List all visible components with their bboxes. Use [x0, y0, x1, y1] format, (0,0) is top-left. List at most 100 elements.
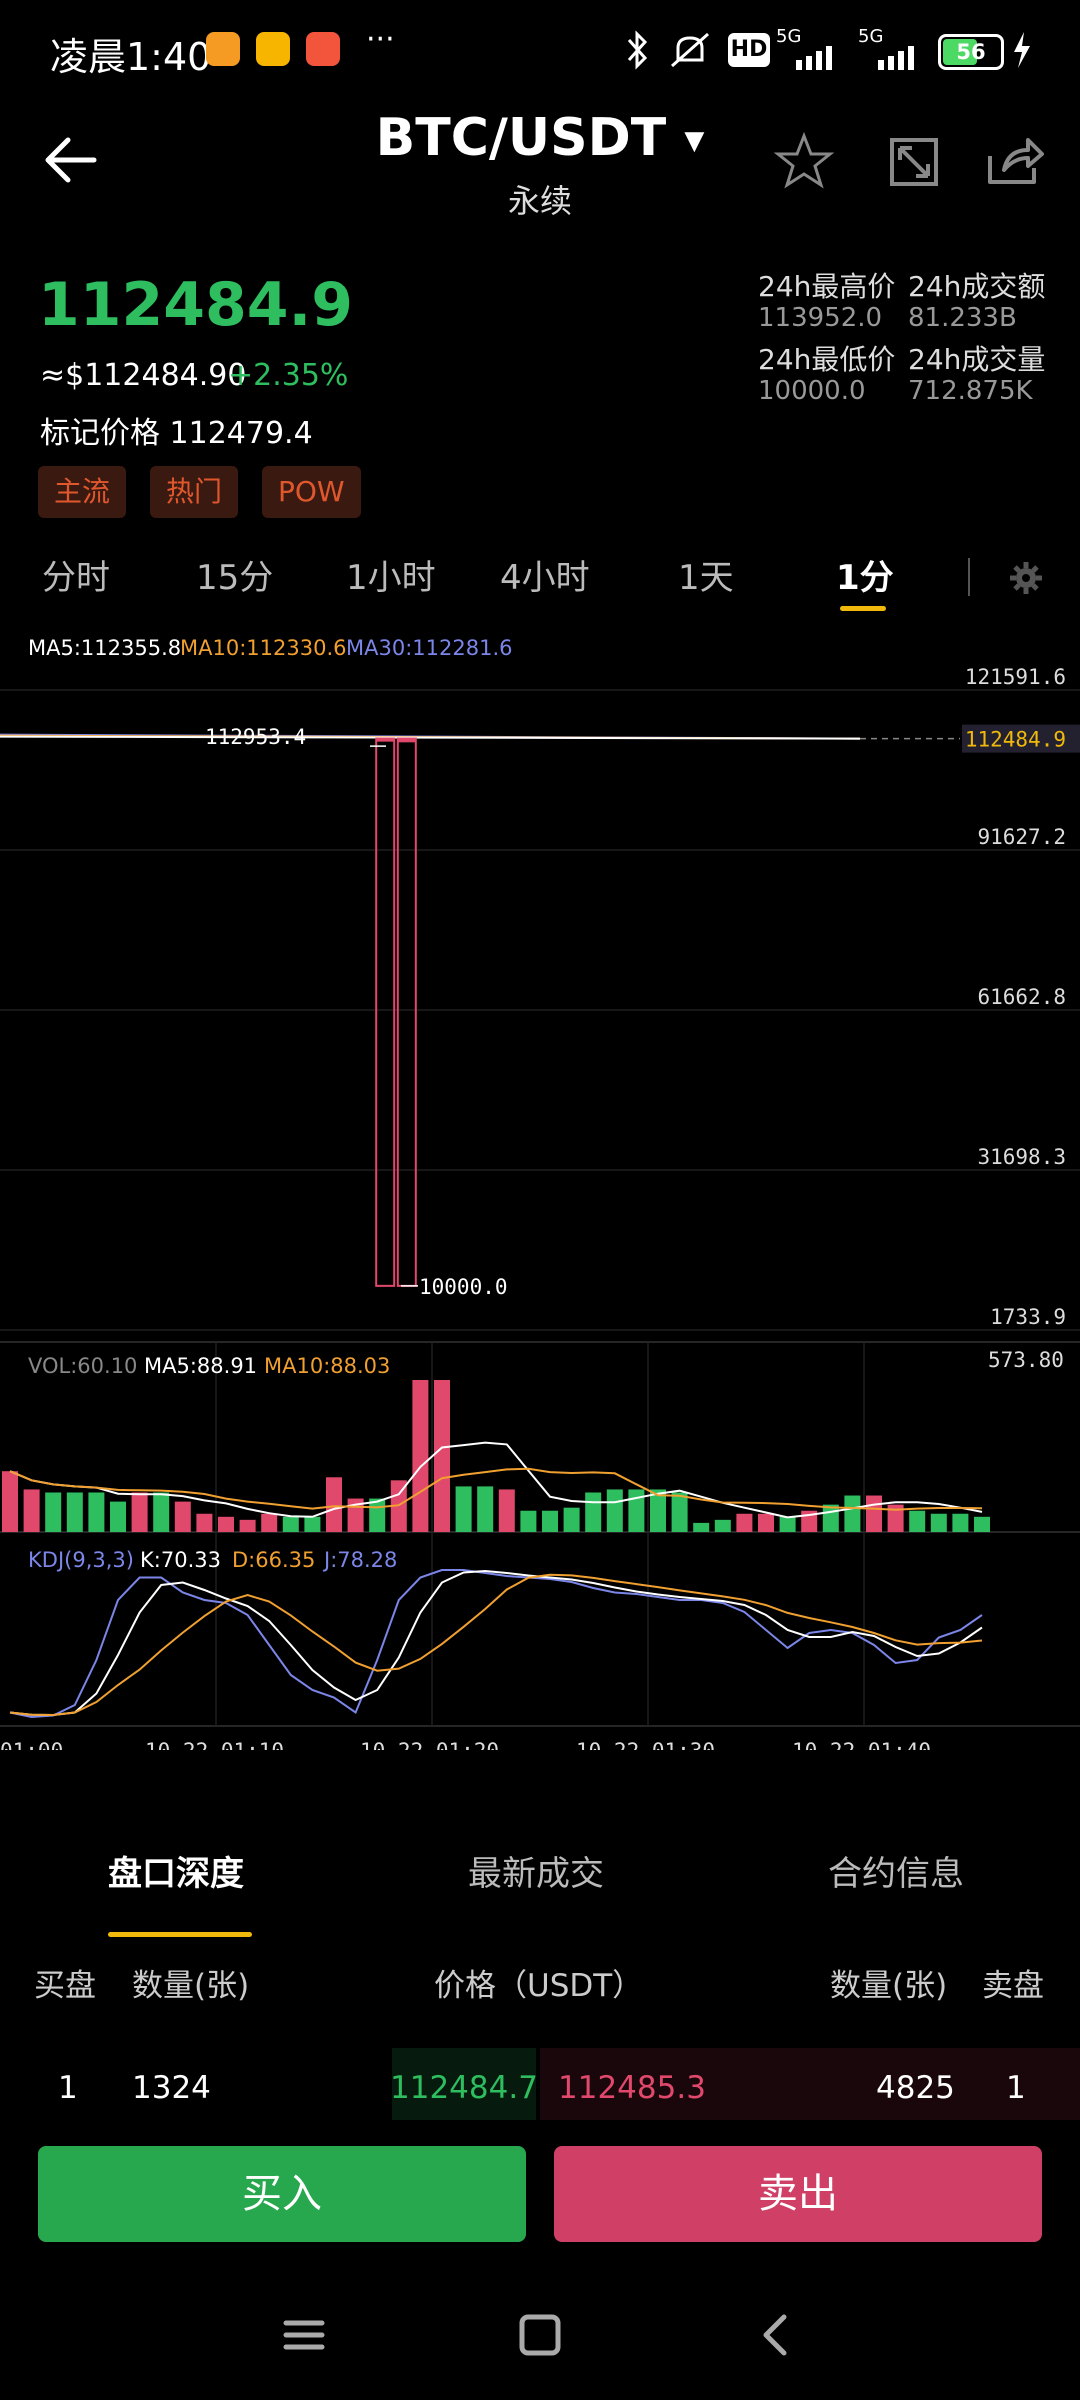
status-time: 凌晨1:40 [50, 35, 212, 79]
pair-selector[interactable]: BTC/USDT ▼ [0, 108, 1080, 168]
tag-mainstream[interactable]: 主流 [38, 466, 127, 518]
volume-bar-15 [326, 1477, 342, 1532]
tab-1d[interactable]: 1天 [678, 558, 734, 598]
tab-1m[interactable]: 1分 [836, 558, 894, 598]
y-tick-label: 91627.2 [977, 825, 1066, 849]
back-nav-icon[interactable] [746, 2305, 806, 2365]
back-arrow-icon[interactable] [44, 132, 100, 188]
tab-divider [968, 558, 970, 596]
buy-button[interactable]: 买入 [38, 2146, 526, 2242]
contract-type: 永续 [507, 182, 572, 220]
current-price-tag [962, 724, 1080, 753]
ma5-line [0, 735, 861, 740]
tab-order-book[interactable]: 盘口深度 [108, 1854, 244, 1894]
ask-price[interactable]: 112485.3 [558, 2070, 706, 2106]
favorite-star-icon[interactable] [774, 132, 834, 192]
x-tick-label: 10-22 01:10 [145, 1739, 284, 1750]
volume-bar-5 [110, 1501, 126, 1532]
tab-contract-info[interactable]: 合约信息 [828, 1854, 964, 1894]
app-notification-icon [206, 32, 240, 66]
y-tick-label: 1733.9 [990, 1305, 1066, 1329]
candle-body-0 [376, 738, 395, 742]
col-ask-qty: 数量(张) [830, 1968, 948, 2004]
tab-4h[interactable]: 4小时 [500, 558, 590, 598]
volume-bar-26 [563, 1507, 580, 1532]
tab-1h[interactable]: 1小时 [346, 558, 436, 598]
low-value: 10000.0 [758, 376, 866, 406]
mute-icon [671, 32, 709, 68]
low-annotation: 10000.0 [419, 1275, 508, 1299]
ma10-label: MA10:112330.6 [180, 636, 347, 660]
pair-title: BTC/USDT [375, 108, 667, 168]
ask-depth-bar [540, 2048, 1080, 2120]
y-tick-label: 31698.3 [977, 1145, 1066, 1169]
vol-max-label: 573.80 [988, 1348, 1064, 1372]
mail-notification-icon [256, 32, 290, 66]
signal-icon-1 [796, 46, 832, 70]
volume-bar-10 [218, 1516, 234, 1532]
high-label: 24h最高价 [758, 270, 896, 303]
volume-bar-4 [88, 1492, 105, 1532]
chart-labels: 121591.6 91627.2 61662.8 31698.3 1733.9 11248… [0, 665, 1080, 1750]
mark-price: 标记价格 112479.4 [40, 416, 313, 451]
tab-latest-trades[interactable]: 最新成交 [468, 1854, 604, 1894]
col-ask: 卖盘 [982, 1968, 1044, 2004]
turnover-value: 81.233B [908, 303, 1017, 333]
candle-1 [396, 737, 417, 1287]
tag-hot[interactable]: 热门 [150, 466, 239, 518]
volume-bar-32 [693, 1522, 710, 1532]
volume-bar-34 [736, 1513, 753, 1532]
volume-bar-8 [174, 1501, 191, 1532]
low-label: 24h最低价 [758, 343, 896, 376]
bid-depth-bar [392, 2048, 536, 2120]
kdj-j-label: J:78.28 [324, 1548, 398, 1572]
volume-ma5-line [9, 1441, 983, 1519]
current-price-label: 112484.9 [965, 728, 1066, 752]
volume-bar-38 [822, 1504, 839, 1532]
volume-bar-25 [542, 1510, 558, 1532]
vol-label: VOL:60.10 [28, 1354, 138, 1378]
volume-bar-42 [909, 1510, 926, 1532]
last-price: 112484.9 [38, 270, 354, 340]
bid-price[interactable]: 112484.7 [390, 2070, 538, 2106]
volume-bar-20 [434, 1380, 450, 1532]
fullscreen-icon[interactable] [884, 132, 944, 192]
home-nav-icon[interactable] [510, 2305, 570, 2365]
menu-nav-icon[interactable] [274, 2305, 334, 2365]
candle-0 [375, 737, 396, 1287]
volume-bar-2 [45, 1492, 62, 1532]
network-type-1: 5G [776, 26, 802, 47]
kdj-label: KDJ(9,3,3) [28, 1548, 134, 1572]
volume-bar-11 [239, 1519, 256, 1532]
kdj-lines [9, 1569, 983, 1719]
sell-button[interactable]: 卖出 [554, 2146, 1042, 2242]
volume-bar-24 [520, 1510, 537, 1532]
active-tab-indicator [840, 606, 886, 611]
x-tick-label: 10-22 01:30 [576, 1739, 715, 1750]
vol-ma5-label: MA5:88.91 [144, 1354, 258, 1378]
volume-bar-19 [412, 1380, 429, 1532]
kline-chart[interactable]: 121591.6 91627.2 61662.8 31698.3 1733.9 11248… [0, 620, 1080, 1750]
tab-timeline[interactable]: 分时 [42, 558, 110, 598]
volume-ma10-line [9, 1467, 983, 1511]
share-icon[interactable] [984, 132, 1044, 192]
volume-label: 24h成交量 [908, 343, 1046, 376]
ask-index: 1 [1006, 2070, 1026, 2106]
x-tick-label: 01:00 [0, 1739, 63, 1750]
ma30-label: MA30:112281.6 [346, 636, 513, 660]
kdj-k-label: K:70.33 [140, 1548, 221, 1572]
volume-bar-35 [758, 1513, 774, 1532]
volume-bar-27 [585, 1492, 602, 1532]
depth-tab-indicator [108, 1932, 252, 1937]
battery-icon: 56 [938, 34, 1004, 70]
volume-bar-9 [196, 1513, 213, 1532]
volume-bar-7 [153, 1492, 170, 1532]
price-change: +2.35% [228, 358, 349, 393]
tab-15m[interactable]: 15分 [196, 558, 274, 598]
tag-pow[interactable]: POW [262, 466, 361, 518]
signal-icon-2 [878, 46, 914, 70]
volume-bars [2, 1380, 990, 1532]
volume-bar-14 [304, 1516, 321, 1532]
settings-gear-icon[interactable] [1008, 560, 1044, 596]
volume-bar-31 [671, 1492, 688, 1532]
